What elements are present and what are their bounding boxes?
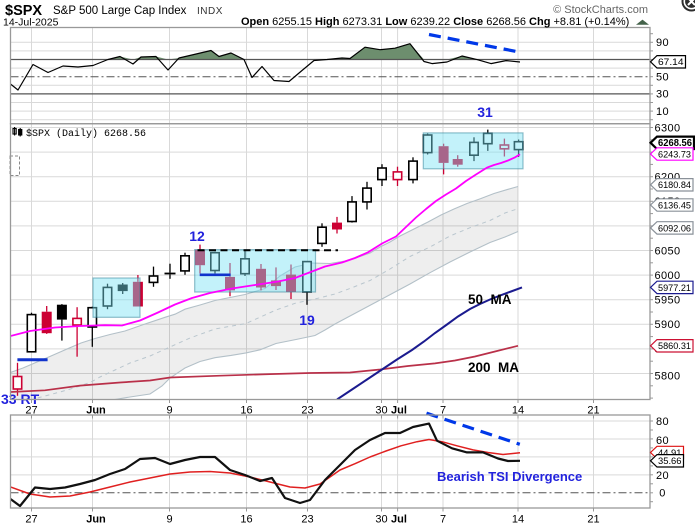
svg-text:30: 30 — [375, 513, 387, 525]
svg-text:27: 27 — [25, 513, 37, 525]
svg-text:31: 31 — [477, 104, 493, 120]
svg-text:23: 23 — [301, 513, 313, 525]
svg-text:5900: 5900 — [655, 319, 681, 331]
svg-text:6000: 6000 — [655, 270, 681, 282]
svg-text:6050: 6050 — [655, 245, 681, 257]
svg-text:5860.31: 5860.31 — [658, 341, 691, 352]
svg-text:23: 23 — [301, 404, 313, 416]
svg-text:200 MA: 200 MA — [468, 360, 519, 375]
svg-text:14-Jul-2025: 14-Jul-2025 — [3, 17, 59, 29]
svg-text:20: 20 — [656, 470, 669, 482]
svg-text:14: 14 — [512, 513, 524, 525]
svg-text:6243.73: 6243.73 — [658, 149, 691, 160]
svg-text:50: 50 — [656, 72, 669, 84]
svg-text:35.66: 35.66 — [658, 456, 682, 467]
svg-text:5977.21: 5977.21 — [658, 283, 691, 294]
svg-text:Jun: Jun — [86, 513, 106, 525]
svg-text:Open 6255.15 High 6273.31 Low: Open 6255.15 High 6273.31 Low 6239.22 Cl… — [241, 16, 629, 28]
svg-text:6092.06: 6092.06 — [658, 223, 691, 234]
svg-text:$SPX: $SPX — [5, 3, 42, 19]
svg-text:© StockCharts.com: © StockCharts.com — [553, 4, 648, 16]
svg-text:14: 14 — [512, 404, 524, 416]
svg-text:80: 80 — [656, 416, 669, 428]
svg-text:9: 9 — [166, 513, 172, 525]
svg-text:7: 7 — [440, 404, 446, 416]
svg-text:10: 10 — [656, 106, 669, 118]
svg-text:19: 19 — [299, 312, 315, 328]
svg-text:50 MA: 50 MA — [468, 292, 512, 307]
svg-text:12: 12 — [189, 228, 205, 244]
svg-text:30: 30 — [375, 404, 387, 416]
svg-text:44.91: 44.91 — [658, 448, 682, 459]
svg-text:S&P 500 Large Cap Index: S&P 500 Large Cap Index — [53, 5, 187, 17]
svg-text:27: 27 — [25, 404, 37, 416]
svg-text:6268.56: 6268.56 — [658, 137, 692, 149]
svg-text:$SPX (Daily) 6268.56: $SPX (Daily) 6268.56 — [26, 128, 146, 140]
svg-text:60: 60 — [656, 435, 669, 447]
svg-text:Jul: Jul — [391, 513, 407, 525]
svg-text:6180.84: 6180.84 — [658, 180, 692, 191]
svg-text:9: 9 — [166, 404, 172, 416]
svg-text:Bearish TSI Divergence: Bearish TSI Divergence — [437, 469, 582, 484]
svg-text:0: 0 — [659, 488, 666, 500]
svg-text:Jun: Jun — [86, 404, 106, 416]
svg-text:7: 7 — [440, 513, 446, 525]
svg-text:21: 21 — [587, 404, 599, 416]
svg-text:6300: 6300 — [655, 122, 681, 134]
svg-text:21: 21 — [587, 513, 599, 525]
svg-text:5950: 5950 — [655, 295, 681, 307]
svg-text:30: 30 — [656, 89, 669, 101]
svg-text:16: 16 — [240, 513, 252, 525]
svg-text:6136.45: 6136.45 — [658, 200, 691, 211]
svg-text:5800: 5800 — [655, 370, 681, 382]
svg-text:16: 16 — [240, 404, 252, 416]
svg-text:Jul: Jul — [391, 404, 407, 416]
svg-text:INDX: INDX — [197, 6, 223, 17]
svg-text:67.14: 67.14 — [658, 57, 684, 68]
svg-text:90: 90 — [656, 37, 669, 49]
